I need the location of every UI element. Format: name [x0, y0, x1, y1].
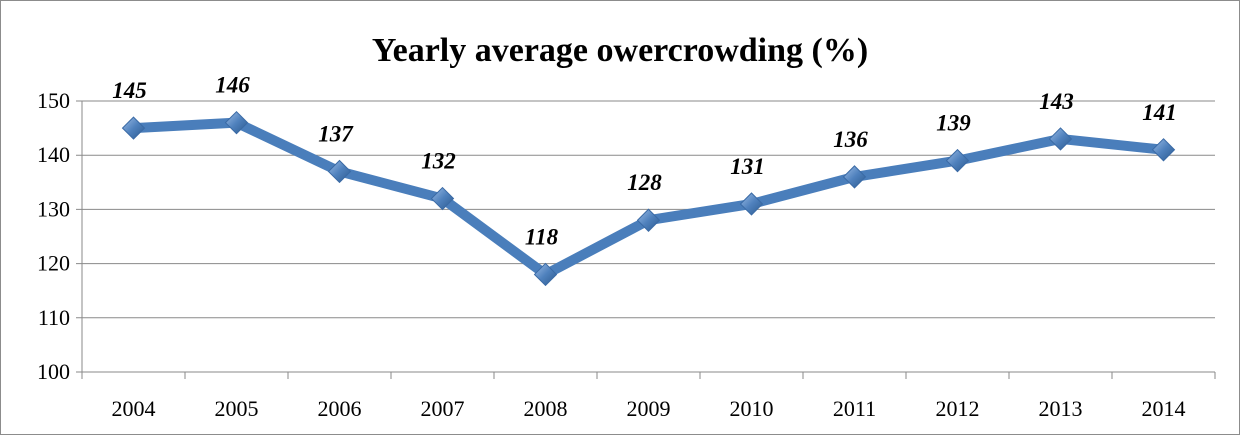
axes: 100 110 120 130 140 150 2004 2005 2006 2007 2008 20… — [37, 88, 1216, 421]
x-tick-label: 2014 — [1142, 396, 1186, 421]
x-tick-label: 2005 — [215, 396, 259, 421]
data-label: 141 — [1142, 100, 1177, 125]
x-tick-label: 2012 — [936, 396, 980, 421]
data-label: 137 — [318, 121, 354, 146]
y-tick-label: 130 — [37, 196, 70, 221]
y-tick-label: 150 — [37, 88, 70, 113]
data-point-marker — [224, 110, 249, 135]
gridlines — [76, 100, 1215, 373]
data-point-marker — [842, 165, 867, 189]
data-point-marker — [533, 262, 558, 287]
data-point-marker — [739, 192, 764, 216]
data-label: 136 — [833, 127, 868, 152]
data-point-marker — [636, 208, 661, 232]
data-point-marker — [945, 148, 970, 173]
data-label: 146 — [215, 73, 250, 98]
data-labels: 145 146 137 132 118 128 131 136 139 143 141 — [112, 73, 1177, 250]
x-tick-label: 2008 — [524, 396, 568, 421]
y-tick-label: 140 — [37, 142, 70, 167]
data-point-marker — [1048, 127, 1073, 151]
x-tick-label: 2010 — [730, 396, 774, 421]
y-tick-label: 120 — [37, 251, 70, 276]
data-point-marker — [327, 159, 352, 184]
chart-title: Yearly average owercrowding (%) — [372, 32, 868, 69]
data-label: 139 — [936, 111, 971, 136]
data-point-marker — [121, 116, 146, 140]
x-tick-label: 2004 — [112, 396, 156, 421]
x-tick-label: 2011 — [833, 396, 876, 421]
x-tick-label: 2009 — [627, 396, 671, 421]
y-tick-label: 110 — [38, 305, 70, 330]
y-tick-label: 100 — [37, 359, 70, 384]
data-label: 131 — [730, 154, 765, 179]
series-group — [121, 110, 1176, 287]
data-point-marker — [430, 186, 455, 211]
data-point-marker — [1151, 138, 1176, 162]
data-label: 132 — [421, 149, 456, 174]
x-tick-label: 2006 — [318, 396, 362, 421]
data-label: 128 — [627, 170, 662, 195]
data-label: 145 — [112, 78, 147, 103]
data-label: 143 — [1039, 89, 1074, 114]
x-tick-label: 2013 — [1039, 396, 1083, 421]
data-label: 118 — [525, 224, 559, 249]
x-tick-label: 2007 — [421, 396, 465, 421]
